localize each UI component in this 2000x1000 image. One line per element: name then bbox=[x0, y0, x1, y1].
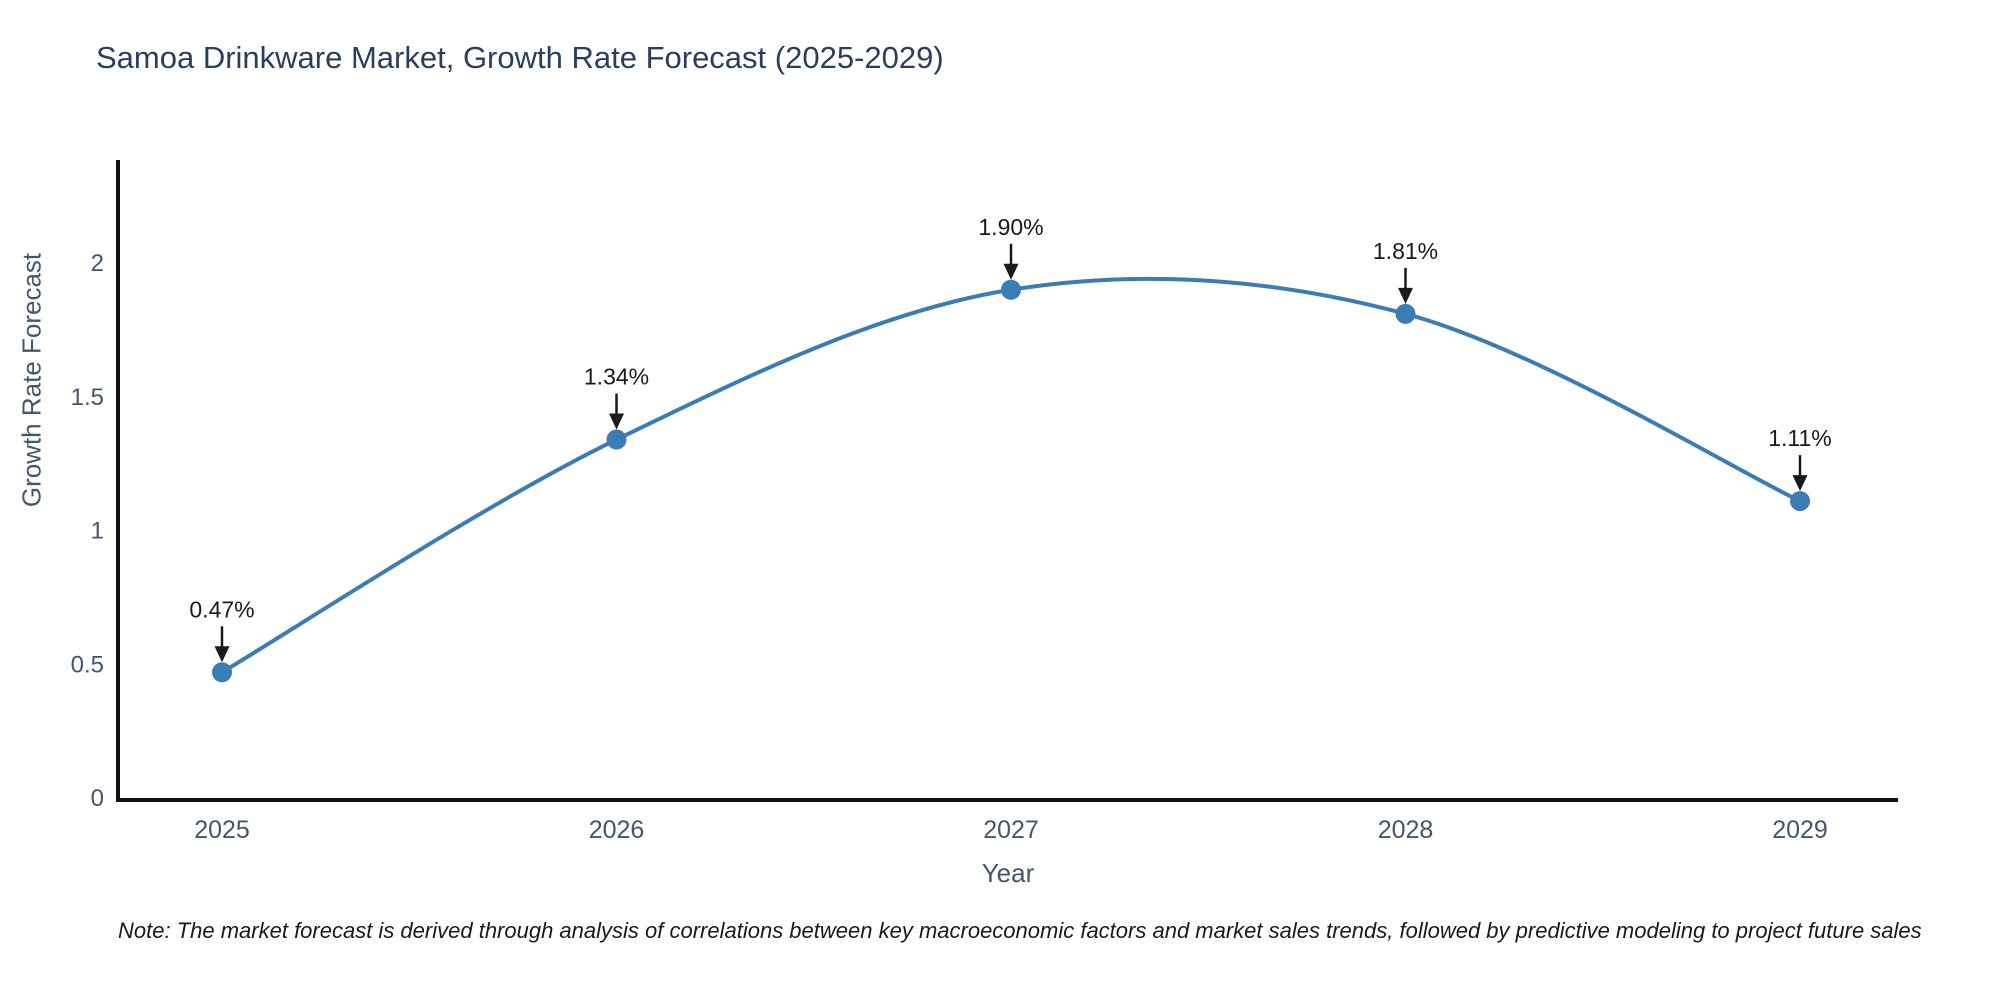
annotation-label: 1.34% bbox=[584, 364, 649, 390]
y-tick-label: 1 bbox=[91, 518, 104, 545]
annotation-label: 1.11% bbox=[1768, 425, 1832, 451]
annotation-label: 1.90% bbox=[978, 214, 1043, 240]
annotation-arrow-head bbox=[1003, 263, 1019, 280]
annotation-arrow-head bbox=[214, 646, 230, 663]
x-tick-label: 2027 bbox=[983, 816, 1039, 844]
data-point-marker bbox=[212, 662, 232, 683]
annotation-arrow-head bbox=[609, 413, 624, 430]
data-point-marker bbox=[606, 429, 627, 450]
x-axis-title: Year bbox=[981, 858, 1035, 888]
data-point-marker bbox=[1395, 303, 1416, 324]
annotation-arrow-head bbox=[1792, 475, 1808, 492]
x-tick-label: 2029 bbox=[1772, 816, 1828, 844]
x-tick-label: 2025 bbox=[194, 816, 250, 844]
footnote: Note: The market forecast is derived thr… bbox=[118, 918, 1922, 943]
annotation-label: 0.47% bbox=[189, 596, 254, 622]
chart-title: Samoa Drinkware Market, Growth Rate Fore… bbox=[96, 40, 944, 75]
line-series bbox=[220, 276, 1801, 674]
annotation-label: 1.81% bbox=[1373, 238, 1438, 264]
y-tick-label: 0 bbox=[91, 785, 104, 812]
y-tick-label: 1.5 bbox=[71, 384, 104, 411]
y-tick-label: 0.5 bbox=[71, 651, 104, 678]
data-point-marker bbox=[1790, 491, 1810, 512]
x-tick-label: 2026 bbox=[589, 816, 645, 844]
annotation-arrow-head bbox=[1398, 287, 1413, 304]
data-point-marker bbox=[1001, 279, 1021, 300]
x-tick-label: 2028 bbox=[1378, 816, 1434, 844]
y-tick-label: 2 bbox=[91, 250, 104, 277]
